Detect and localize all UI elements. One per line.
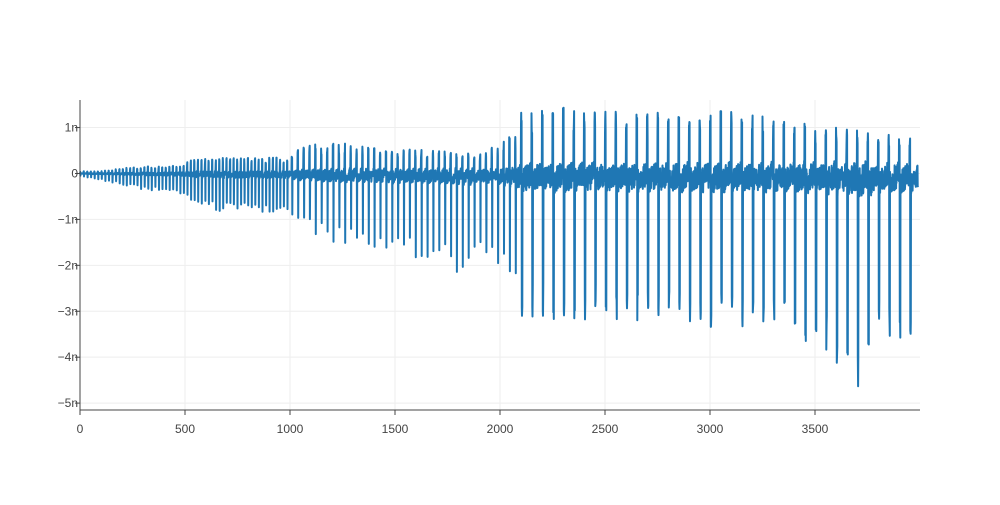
x-tick-label: 2000 <box>487 422 514 436</box>
tick-labels: 0 500 1000 1500 2000 2500 3000 3500 1n 0 −1n −2n −3n… <box>58 121 829 436</box>
x-tick-label: 2500 <box>592 422 619 436</box>
y-tick-label: 1n <box>65 121 78 135</box>
y-tick-label: −5n <box>58 396 78 410</box>
x-tick-label: 1500 <box>382 422 409 436</box>
x-tick-label: 0 <box>77 422 84 436</box>
y-tick-label: 0 <box>71 166 78 180</box>
x-tick-label: 1000 <box>277 422 304 436</box>
x-tick-label: 500 <box>175 422 195 436</box>
series-line <box>79 106 919 388</box>
y-tick-label: −1n <box>58 212 78 226</box>
y-tick-label: −4n <box>58 350 78 364</box>
y-tick-label: −3n <box>58 304 78 318</box>
y-tick-label: −2n <box>58 258 78 272</box>
x-tick-label: 3000 <box>697 422 724 436</box>
series-layer <box>79 106 919 388</box>
x-tick-label: 3500 <box>802 422 829 436</box>
